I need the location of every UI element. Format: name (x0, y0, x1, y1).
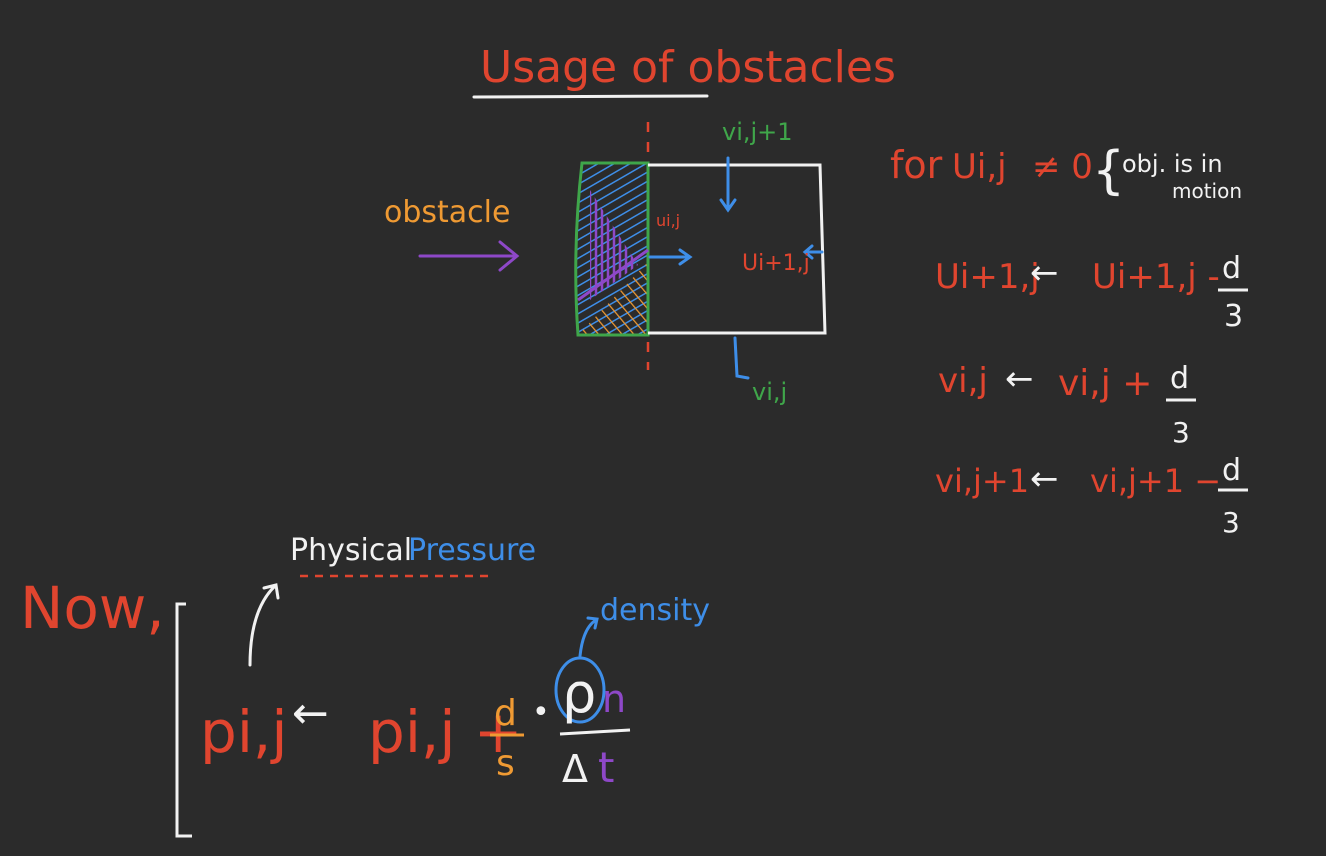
label-v-top: vi,j+1 (722, 118, 793, 146)
v-top-arrow (719, 156, 737, 213)
obstacle-arrow (418, 240, 520, 272)
pressure-lhs: pi,j (200, 698, 287, 766)
condition-op: ≠ 0 (1032, 147, 1093, 187)
obstacle-shape (574, 161, 650, 337)
density-label: density (600, 593, 710, 628)
eq1-num: d (1222, 251, 1241, 286)
physical-label: Physical (290, 533, 412, 568)
eq3-rhs: vi,j+1 − (1090, 462, 1221, 500)
label-u-right: Ui+1,j (742, 251, 810, 276)
condition-text-1: obj. is in (1122, 150, 1223, 178)
u-left-arrow (648, 248, 693, 266)
eq1-den: 3 (1224, 299, 1243, 334)
eq2-lhs: vi,j (938, 361, 988, 401)
cell-box (648, 163, 827, 335)
pressure-word: Pressure (408, 533, 536, 568)
eq3-arrow: ← (1030, 459, 1059, 499)
condition-brace: { (1092, 141, 1125, 201)
pressure-rho: ρ (562, 662, 596, 725)
eq1-arrow: ← (1030, 253, 1059, 293)
v-bottom-arrow (733, 336, 750, 380)
pressure-frac-num: d (494, 693, 517, 734)
eq2-num: d (1170, 361, 1189, 396)
eq3-num: d (1222, 453, 1241, 488)
pressure-arrow: ← (292, 688, 329, 739)
pressure-t: t (598, 743, 614, 792)
condition-var: Ui,j (952, 147, 1007, 187)
density-circle (554, 656, 606, 724)
pressure-rho-bar (559, 728, 631, 736)
pressure-rhs: pi,j + (368, 698, 523, 766)
label-v-bottom: vi,j (752, 378, 787, 406)
pressure-frac-den: s (496, 743, 515, 784)
label-u-left: ui,j (656, 211, 680, 230)
pressure-delta: Δ (562, 747, 588, 791)
condition-prefix: for (890, 143, 943, 187)
title-underline (472, 94, 709, 99)
pressure-bracket (175, 602, 192, 838)
u-right-arrow (802, 244, 824, 260)
title: Usage of obstacles (480, 42, 896, 93)
density-pointer-arrow (578, 616, 599, 658)
eq3-den: 3 (1222, 506, 1240, 539)
pressure-dot: • (532, 695, 550, 730)
pressure-rho-sub: n (602, 677, 626, 721)
now-label: Now, (20, 574, 165, 642)
condition-text-2: motion (1172, 179, 1242, 203)
eq1-rhs: Ui+1,j - (1092, 257, 1220, 297)
eq2-den: 3 (1172, 416, 1190, 449)
eq1-lhs: Ui+1,j (935, 257, 1040, 297)
eq3-lhs: vi,j+1 (935, 462, 1029, 500)
eq2-rhs: vi,j + (1058, 363, 1152, 404)
obstacle-label: obstacle (384, 195, 510, 230)
pressure-pointer-arrow (248, 583, 280, 667)
eq2-arrow: ← (1005, 359, 1034, 399)
